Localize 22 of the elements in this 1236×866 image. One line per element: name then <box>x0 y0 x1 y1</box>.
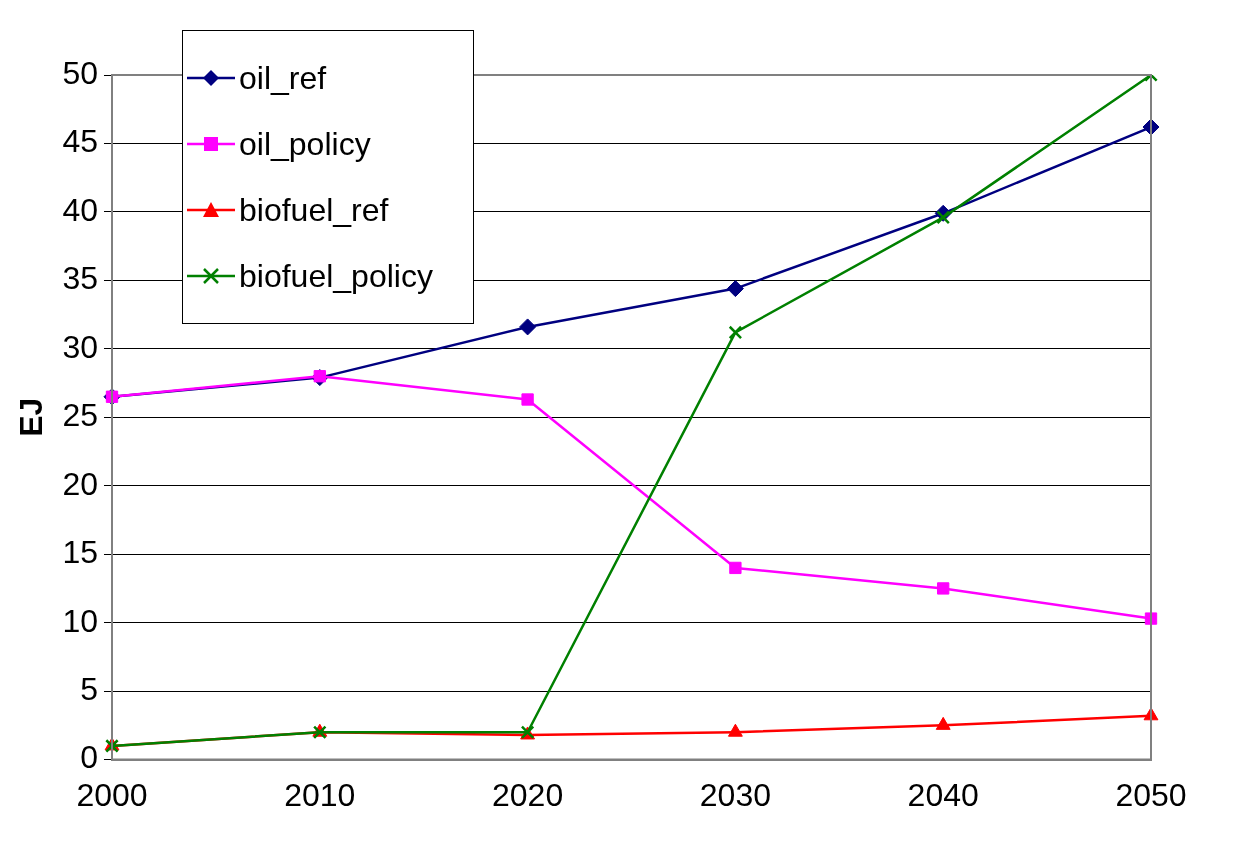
legend-label: oil_policy <box>239 125 371 163</box>
y-tick-label: 20 <box>62 465 98 502</box>
legend-label: biofuel_policy <box>239 257 433 295</box>
y-tick-label: 5 <box>80 670 98 707</box>
legend-label: oil_ref <box>239 59 327 97</box>
y-tick-label: 45 <box>62 123 98 160</box>
y-tick-label: 30 <box>62 328 98 365</box>
x-tick-label: 2030 <box>699 776 771 813</box>
x-tick-label: 2040 <box>907 776 979 813</box>
x-tick-label: 2020 <box>492 776 564 813</box>
y-tick-label: 25 <box>62 397 98 434</box>
y-tick-label: 15 <box>62 534 98 571</box>
x-tick-label: 2050 <box>1115 776 1187 813</box>
y-axis-title: EJ <box>13 397 50 437</box>
y-tick-label: 0 <box>80 739 98 776</box>
y-tick-label: 10 <box>62 602 98 639</box>
x-tick-label: 2000 <box>76 776 148 813</box>
y-tick-label: 40 <box>62 191 98 228</box>
x-tick-label: 2010 <box>284 776 356 813</box>
y-tick-label: 35 <box>62 260 98 297</box>
legend-label: biofuel_ref <box>239 191 389 229</box>
y-tick-label: 50 <box>62 54 98 91</box>
